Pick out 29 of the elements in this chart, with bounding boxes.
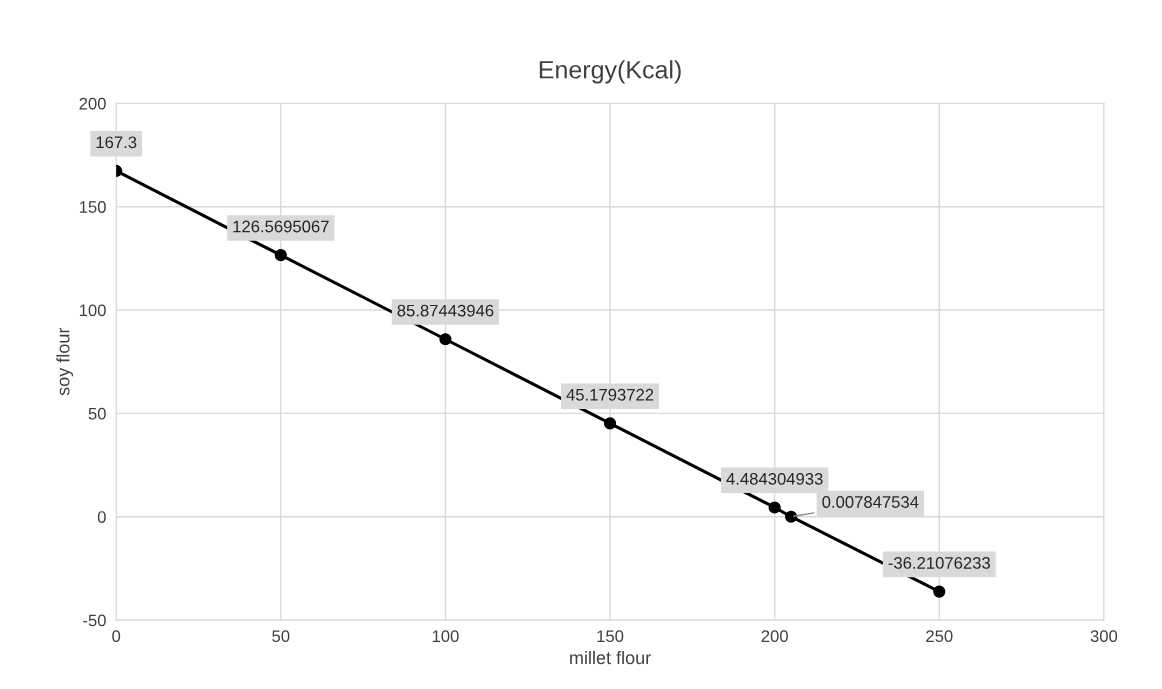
- data-label: 4.484304933: [726, 472, 823, 485]
- data-label: -36.21076233: [888, 557, 990, 569]
- data-label: 85.87443946: [397, 304, 494, 317]
- y-tick-label: 100: [79, 304, 106, 317]
- x-tick-label: 50: [272, 630, 290, 643]
- point: [785, 510, 798, 523]
- x-tick-label: 250: [926, 630, 953, 643]
- x-tick-label: 100: [432, 630, 459, 643]
- x-axis-title: millet flour: [570, 650, 651, 665]
- x-tick-label: 150: [597, 630, 624, 643]
- y-tick-label: 50: [88, 407, 106, 420]
- point: [603, 417, 617, 430]
- y-tick-label: 0: [97, 511, 106, 523]
- y-tick-label: -50: [83, 614, 106, 627]
- y-tick-label: 200: [79, 97, 106, 110]
- chart-title: Energy(Kcal): [539, 60, 681, 84]
- data-label: 126.5695067: [233, 220, 329, 233]
- data-label: 167.3: [96, 136, 137, 149]
- point: [768, 501, 781, 514]
- point: [439, 333, 452, 346]
- data-label: 0.007847534: [822, 496, 919, 508]
- point: [933, 585, 946, 598]
- y-axis-title: soy flour: [56, 327, 74, 396]
- x-tick-label: 0: [112, 630, 121, 643]
- data-label: 45.1793722: [566, 388, 654, 401]
- point: [274, 249, 287, 262]
- x-tick-label: 300: [1090, 630, 1118, 643]
- x-tick-label: 200: [761, 630, 788, 643]
- y-tick-label: 150: [79, 201, 106, 213]
